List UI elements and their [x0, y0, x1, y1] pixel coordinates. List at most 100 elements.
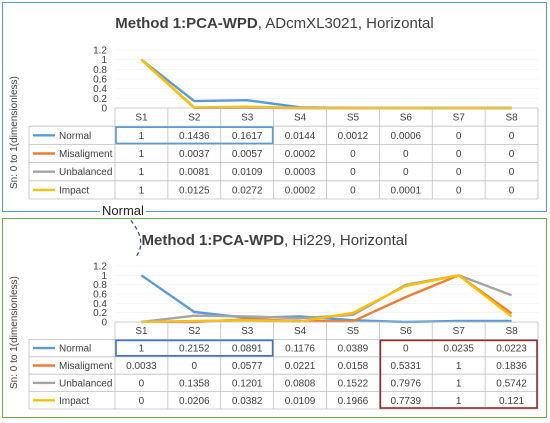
data-label: 0.0235: [443, 344, 474, 355]
data-label: 0.7739: [391, 396, 422, 407]
chart-title-details: , ADcmXL3021, Horizontal: [257, 15, 434, 32]
chart-panel-hi229: Method 1:PCA-WPD, Hi229, Horizontal Sn: …: [2, 218, 547, 418]
data-label: 0: [139, 378, 145, 389]
data-label: 0: [456, 185, 462, 196]
data-label: 0.0002: [285, 185, 316, 196]
chart-title-details: , Hi229, Horizontal: [284, 232, 408, 249]
x-tick-label: S4: [294, 113, 307, 124]
data-label: 1: [139, 167, 145, 178]
data-label: 0.1617: [232, 131, 263, 142]
data-label: 0.0158: [338, 361, 369, 372]
x-tick-label: S7: [453, 113, 466, 124]
y-tick-label: 1: [101, 55, 107, 66]
x-tick-label: S3: [241, 113, 254, 124]
series-line-impact: [141, 274, 513, 324]
y-tick-label: 0.6: [93, 75, 107, 86]
data-label: 0: [350, 167, 356, 178]
data-label: 0.121: [499, 396, 524, 407]
legend-label: Impact: [59, 396, 89, 407]
data-label: 0: [403, 167, 409, 178]
data-label: 0: [350, 185, 356, 196]
data-label: 0: [509, 167, 515, 178]
x-tick-label: S2: [188, 113, 201, 124]
chart-title: Method 1:PCA-WPD, ADcmXL3021, Horizontal: [3, 15, 546, 32]
y-tick-label: 1.2: [93, 262, 107, 273]
y-tick-label: 1: [101, 271, 107, 282]
data-label: 1: [139, 344, 145, 355]
data-label: 0: [456, 149, 462, 160]
data-label: 0.0081: [179, 167, 210, 178]
y-tick-label: 0.4: [93, 84, 107, 95]
data-label: 0.0002: [285, 149, 316, 160]
x-tick-label: S4: [294, 326, 307, 337]
data-label: 0.1966: [338, 396, 369, 407]
chart-panel-adcmxl3021: Method 1:PCA-WPD, ADcmXL3021, Horizontal…: [2, 2, 547, 212]
legend-label: Normal: [59, 131, 91, 142]
y-tick-label: 0.8: [93, 280, 107, 291]
y-tick-label: 0: [101, 104, 107, 115]
data-label: 0.0037: [179, 149, 210, 160]
x-tick-label: S7: [453, 326, 466, 337]
data-label: 0.1836: [496, 361, 527, 372]
data-label: 0.1436: [179, 131, 210, 142]
data-label: 0: [509, 149, 515, 160]
chart-title: Method 1:PCA-WPD, Hi229, Horizontal: [3, 232, 546, 249]
x-tick-label: S6: [400, 326, 413, 337]
data-label: 0.5742: [496, 378, 527, 389]
y-tick-label: 0.2: [93, 308, 107, 319]
data-label: 0.1522: [338, 378, 369, 389]
data-label: 0.7976: [391, 378, 422, 389]
data-label: 0.1176: [285, 344, 315, 355]
data-label: 0.0006: [391, 131, 422, 142]
highlight-box-normal: [115, 339, 274, 357]
data-label: 0.0144: [285, 131, 316, 142]
x-tick-label: S1: [135, 113, 148, 124]
data-label: 0.0125: [179, 185, 210, 196]
legend-label: Misaligment: [59, 361, 113, 372]
data-label: 0: [403, 344, 409, 355]
x-tick-label: S6: [400, 113, 413, 124]
legend-label: Unbalanced: [59, 167, 112, 178]
data-label: 0.0808: [285, 378, 316, 389]
x-tick-label: S5: [347, 113, 360, 124]
data-label: 0.0001: [391, 185, 422, 196]
highlight-box-normal: [115, 126, 274, 145]
chart-title-method: Method 1:PCA-WPD: [141, 232, 285, 249]
data-label: 0.0891: [232, 344, 263, 355]
data-label: 0.0033: [126, 361, 157, 372]
normal-callout-label: Normal: [100, 203, 146, 218]
y-tick-label: 0.4: [93, 299, 107, 310]
x-tick-label: S3: [241, 326, 254, 337]
data-label: 0: [403, 149, 409, 160]
data-label: 0.0389: [338, 344, 369, 355]
data-label: 0: [456, 131, 462, 142]
chart-title-method: Method 1:PCA-WPD: [115, 15, 258, 32]
legend-label: Normal: [59, 344, 91, 355]
series-line-normal: [140, 58, 512, 110]
series-line-unbalanced: [141, 274, 513, 324]
x-tick-label: S1: [135, 326, 148, 337]
data-label: 0.0223: [496, 344, 527, 355]
data-label: 0.1201: [232, 378, 263, 389]
data-label: 1: [456, 361, 462, 372]
x-tick-label: S2: [188, 326, 201, 337]
data-label: 0.0272: [232, 185, 263, 196]
data-label: 0: [350, 149, 356, 160]
data-label: 0: [509, 185, 515, 196]
data-label: 1: [456, 378, 462, 389]
data-label: 0: [456, 167, 462, 178]
y-tick-label: 0.6: [93, 290, 107, 301]
data-label: 0.0221: [285, 361, 316, 372]
data-label: 0.0012: [338, 131, 369, 142]
data-label: 0.5331: [391, 361, 422, 372]
data-label: 0.2152: [179, 344, 210, 355]
data-label: 0.0109: [285, 396, 316, 407]
data-label: 1: [456, 396, 462, 407]
highlight-box-faults: [379, 339, 538, 409]
legend-label: Unbalanced: [59, 378, 112, 389]
data-label: 0.0109: [232, 167, 263, 178]
legend-label: Misaligment: [59, 149, 113, 160]
data-label: 1: [139, 131, 145, 142]
